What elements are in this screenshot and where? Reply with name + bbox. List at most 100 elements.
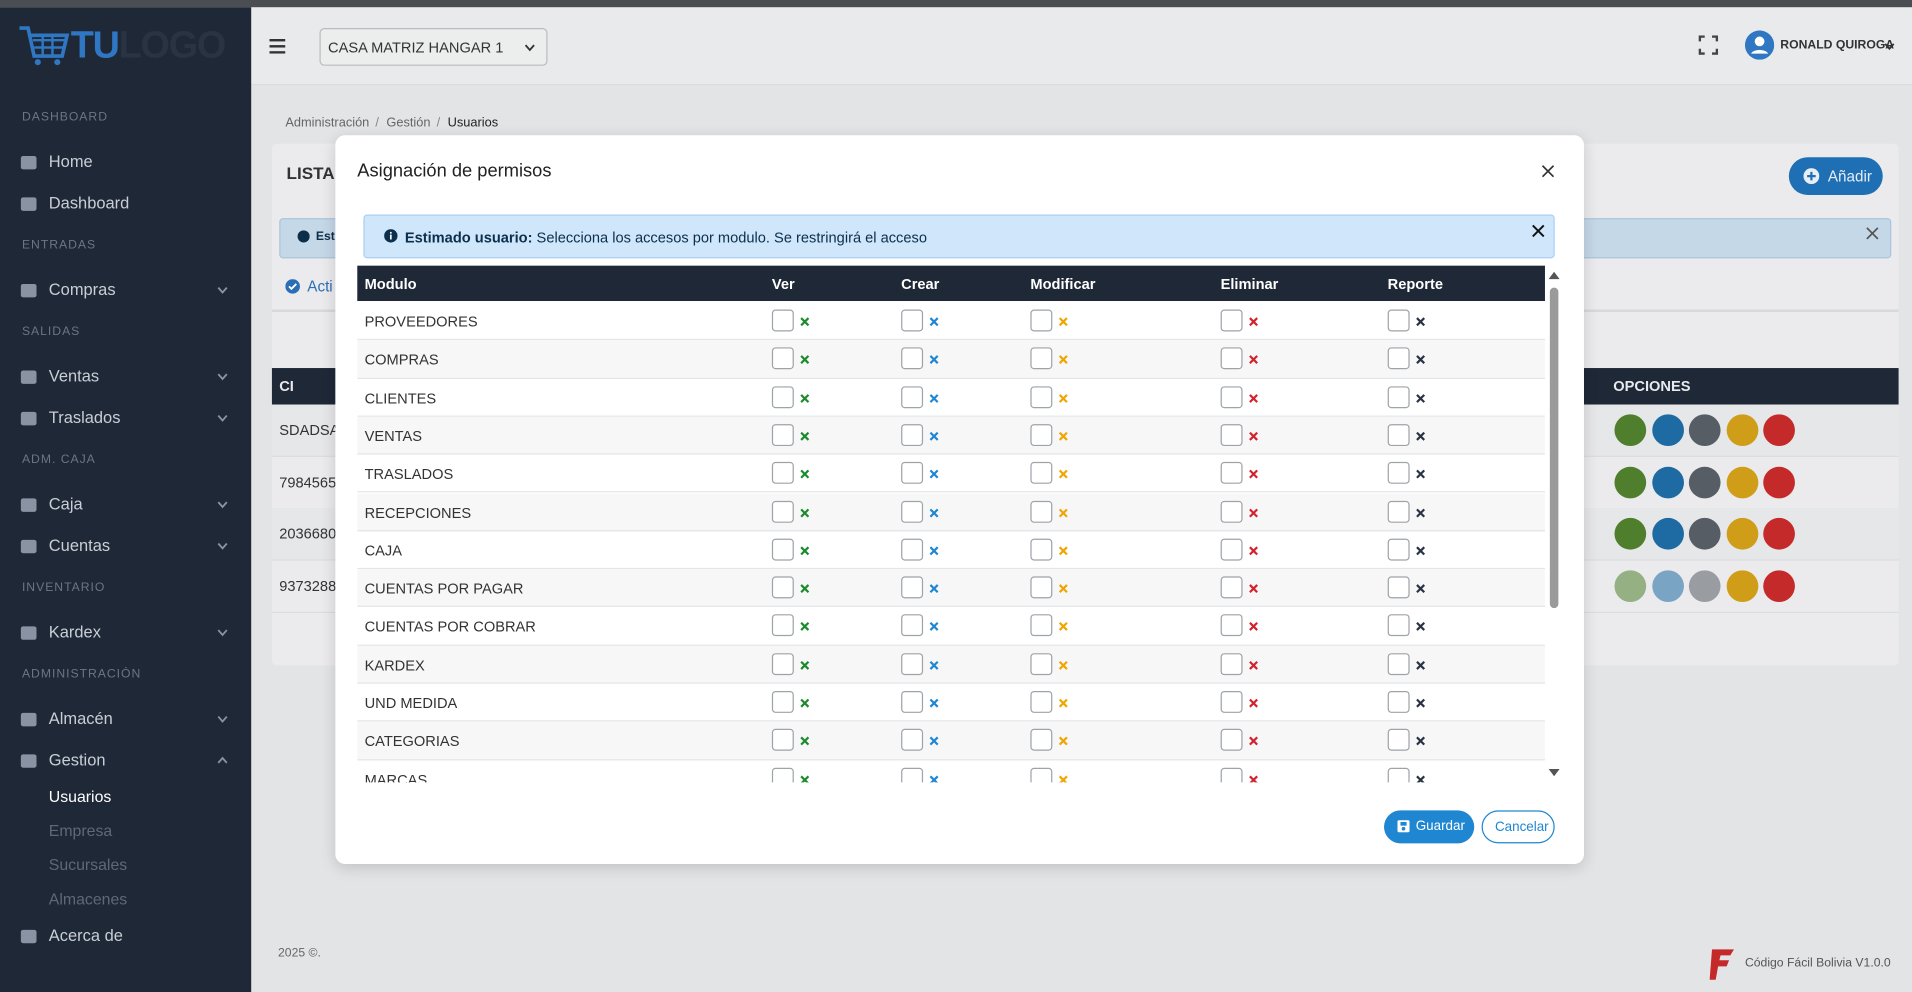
sidebar-item[interactable]: Compras <box>48 280 116 299</box>
permission-checkbox[interactable] <box>1387 385 1410 408</box>
permission-checkbox[interactable] <box>771 614 794 637</box>
sidebar-item[interactable]: Gestion <box>48 750 106 769</box>
permission-checkbox[interactable] <box>1220 500 1243 523</box>
sidebar-item[interactable]: Ventas <box>48 366 100 386</box>
permission-checkbox[interactable] <box>1387 729 1410 752</box>
option-button[interactable] <box>1763 518 1795 551</box>
option-button[interactable] <box>1651 414 1684 447</box>
permission-checkbox[interactable] <box>901 652 924 675</box>
tab-label[interactable]: Acti <box>307 277 333 295</box>
permission-checkbox[interactable] <box>901 385 924 408</box>
permission-checkbox[interactable] <box>901 538 924 561</box>
permission-checkbox[interactable] <box>1220 614 1243 637</box>
permission-checkbox[interactable] <box>1030 538 1053 561</box>
permission-checkbox[interactable] <box>771 690 794 713</box>
permission-checkbox[interactable] <box>771 767 794 783</box>
option-button[interactable] <box>1614 518 1647 551</box>
permission-checkbox[interactable] <box>1387 690 1410 713</box>
permission-checkbox[interactable] <box>1220 462 1243 485</box>
cancel-button[interactable]: Cancelar <box>1481 810 1555 844</box>
permission-checkbox[interactable] <box>1387 309 1410 332</box>
sidebar-subitem[interactable]: Usuarios <box>48 787 112 806</box>
option-button[interactable] <box>1614 570 1647 603</box>
permission-checkbox[interactable] <box>1220 423 1243 446</box>
branch-select[interactable]: CASA MATRIZ HANGAR 1 <box>319 28 548 66</box>
permission-checkbox[interactable] <box>1030 500 1053 523</box>
permission-checkbox[interactable] <box>1220 347 1243 370</box>
option-button[interactable] <box>1688 570 1721 603</box>
permission-checkbox[interactable] <box>771 500 794 523</box>
permission-checkbox[interactable] <box>1030 423 1053 446</box>
sidebar-item[interactable]: Cuentas <box>48 536 111 555</box>
permission-checkbox[interactable] <box>771 729 794 752</box>
permission-checkbox[interactable] <box>1030 347 1053 370</box>
sidebar-subitem[interactable]: Almacenes <box>48 889 128 908</box>
sidebar-subitem[interactable]: Empresa <box>48 821 113 840</box>
permission-checkbox[interactable] <box>1387 423 1410 446</box>
permission-checkbox[interactable] <box>1220 729 1243 752</box>
permission-checkbox[interactable] <box>771 462 794 485</box>
permission-checkbox[interactable] <box>1220 538 1243 561</box>
permission-checkbox[interactable] <box>1387 347 1410 370</box>
permission-checkbox[interactable] <box>771 538 794 561</box>
permission-checkbox[interactable] <box>1387 462 1410 485</box>
permission-checkbox[interactable] <box>901 500 924 523</box>
option-button[interactable] <box>1688 414 1721 447</box>
option-button[interactable] <box>1651 466 1684 499</box>
permission-checkbox[interactable] <box>1387 538 1410 561</box>
permission-checkbox[interactable] <box>901 767 924 783</box>
permission-checkbox[interactable] <box>901 690 924 713</box>
permission-checkbox[interactable] <box>901 729 924 752</box>
sidebar-item[interactable]: Almacén <box>48 709 113 728</box>
permission-checkbox[interactable] <box>901 614 924 637</box>
permission-checkbox[interactable] <box>1220 309 1243 332</box>
permission-checkbox[interactable] <box>901 347 924 370</box>
permission-checkbox[interactable] <box>1030 309 1053 332</box>
option-button[interactable] <box>1763 414 1795 447</box>
permission-checkbox[interactable] <box>901 423 924 446</box>
permission-checkbox[interactable] <box>1030 576 1053 599</box>
permission-checkbox[interactable] <box>1030 652 1053 675</box>
permission-checkbox[interactable] <box>1030 385 1053 408</box>
permission-checkbox[interactable] <box>1220 652 1243 675</box>
permission-checkbox[interactable] <box>1030 767 1053 783</box>
permission-checkbox[interactable] <box>771 576 794 599</box>
permission-checkbox[interactable] <box>1220 576 1243 599</box>
permission-checkbox[interactable] <box>1387 500 1410 523</box>
user-name[interactable]: RONALD QUIROGA <box>1780 38 1895 53</box>
permission-checkbox[interactable] <box>771 385 794 408</box>
save-button[interactable]: Guardar <box>1384 810 1475 844</box>
permission-checkbox[interactable] <box>1030 614 1053 637</box>
option-button[interactable] <box>1688 466 1721 499</box>
permission-checkbox[interactable] <box>1387 576 1410 599</box>
permission-checkbox[interactable] <box>1387 767 1410 783</box>
permission-checkbox[interactable] <box>1387 614 1410 637</box>
option-button[interactable] <box>1726 570 1758 603</box>
option-button[interactable] <box>1763 466 1795 499</box>
option-button[interactable] <box>1726 466 1758 499</box>
option-button[interactable] <box>1651 570 1684 603</box>
option-button[interactable] <box>1614 414 1647 447</box>
permission-checkbox[interactable] <box>1220 767 1243 783</box>
permission-checkbox[interactable] <box>1220 690 1243 713</box>
permission-checkbox[interactable] <box>771 309 794 332</box>
option-button[interactable] <box>1651 518 1684 551</box>
breadcrumb-item[interactable]: Administración <box>285 115 370 131</box>
permission-checkbox[interactable] <box>1030 462 1053 485</box>
sidebar-item[interactable]: Traslados <box>48 408 121 427</box>
breadcrumb-item[interactable]: Gestión <box>386 115 431 131</box>
permission-checkbox[interactable] <box>1220 385 1243 408</box>
option-button[interactable] <box>1688 518 1721 551</box>
permission-checkbox[interactable] <box>901 462 924 485</box>
option-button[interactable] <box>1726 414 1758 447</box>
permission-checkbox[interactable] <box>901 309 924 332</box>
sidebar-item[interactable]: Dashboard <box>48 193 130 213</box>
permission-checkbox[interactable] <box>901 576 924 599</box>
permission-checkbox[interactable] <box>771 652 794 675</box>
sidebar-item[interactable]: Acerca de <box>48 926 123 945</box>
permission-checkbox[interactable] <box>771 423 794 446</box>
permission-checkbox[interactable] <box>1030 690 1053 713</box>
option-button[interactable] <box>1726 518 1758 551</box>
sidebar-item[interactable]: Kardex <box>48 622 101 642</box>
permission-checkbox[interactable] <box>1387 652 1410 675</box>
